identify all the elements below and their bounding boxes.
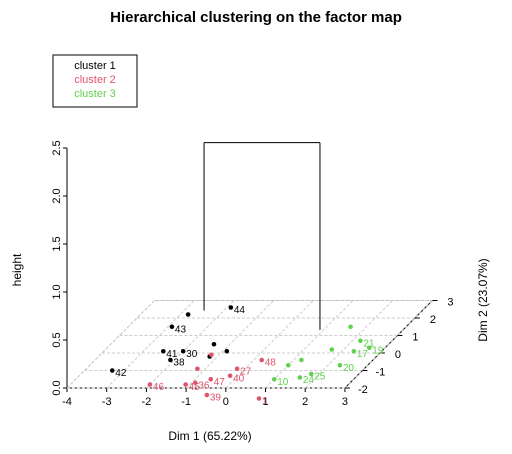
point-label: 36 bbox=[198, 380, 210, 391]
grid-line bbox=[304, 300, 394, 389]
point bbox=[285, 362, 291, 368]
y-tick-label: -1 bbox=[376, 366, 386, 378]
point-label: 1 bbox=[262, 396, 268, 407]
point bbox=[366, 345, 372, 351]
y-tick-label: 0 bbox=[395, 349, 401, 361]
point-label: 17 bbox=[357, 349, 369, 360]
point bbox=[329, 347, 335, 352]
point bbox=[169, 324, 175, 330]
point-label: 40 bbox=[233, 373, 245, 384]
legend-entry: cluster 2 bbox=[74, 74, 116, 86]
point-label: 44 bbox=[234, 305, 246, 316]
z-tick-label: 0.5 bbox=[51, 332, 63, 347]
point-label: 27 bbox=[240, 366, 252, 377]
x-tick-label: -2 bbox=[142, 396, 152, 408]
x-tick-label: -1 bbox=[181, 396, 191, 408]
point bbox=[271, 376, 277, 382]
point bbox=[195, 366, 200, 372]
x-tick-label: 1 bbox=[262, 396, 268, 408]
legend-box bbox=[52, 54, 138, 108]
x-tick-label: -4 bbox=[62, 396, 72, 408]
z-tick-label: 1.5 bbox=[51, 236, 63, 251]
point bbox=[183, 382, 188, 387]
point bbox=[299, 357, 304, 363]
point bbox=[256, 396, 262, 401]
point bbox=[147, 382, 153, 387]
point-label: 38 bbox=[173, 358, 185, 369]
point-label: 19 bbox=[372, 345, 384, 356]
point-label: 41 bbox=[166, 349, 178, 360]
x-tick-label: -3 bbox=[102, 396, 112, 408]
grid-line bbox=[185, 300, 274, 389]
point-label: 20 bbox=[343, 363, 355, 374]
point bbox=[209, 352, 214, 358]
point bbox=[337, 362, 343, 368]
legend-entry: cluster 1 bbox=[74, 60, 116, 72]
point bbox=[227, 373, 233, 379]
point-label: 21 bbox=[363, 338, 375, 349]
point bbox=[259, 357, 265, 363]
point-label: 47 bbox=[214, 377, 226, 388]
point bbox=[185, 312, 191, 317]
legend-entry: cluster 3 bbox=[74, 88, 116, 100]
y-axis-label: Dim 2 (23.07%) bbox=[476, 258, 490, 341]
point bbox=[348, 324, 353, 330]
grid-line bbox=[265, 300, 354, 389]
z-axis-label: height bbox=[10, 253, 24, 286]
z-tick-label: 1.0 bbox=[51, 284, 63, 299]
point-label: 43 bbox=[175, 324, 187, 335]
point bbox=[224, 348, 230, 354]
point bbox=[204, 392, 210, 398]
point-label: 42 bbox=[115, 368, 127, 379]
point bbox=[193, 380, 198, 386]
y-tick-label: 3 bbox=[447, 296, 453, 308]
point bbox=[228, 305, 234, 310]
point bbox=[168, 357, 173, 363]
z-tick-label: 2.0 bbox=[51, 188, 63, 203]
x-axis-label: Dim 1 (65.22%) bbox=[168, 429, 251, 443]
point bbox=[161, 348, 166, 354]
grid-line bbox=[106, 300, 195, 389]
point bbox=[351, 348, 357, 354]
point-label: 48 bbox=[265, 358, 277, 369]
grid-line bbox=[344, 300, 433, 389]
x-tick-label: 2 bbox=[302, 396, 308, 408]
point-label: 30 bbox=[186, 349, 198, 360]
point-label: 24 bbox=[303, 375, 315, 386]
y-tick-label: 1 bbox=[412, 331, 418, 343]
y-tick-label: -2 bbox=[358, 384, 368, 396]
point-label: 45 bbox=[189, 382, 201, 393]
point-label: 25 bbox=[314, 372, 326, 383]
z-tick-label: 2.5 bbox=[51, 140, 63, 155]
point bbox=[180, 348, 186, 354]
point bbox=[208, 376, 214, 382]
point-label: 46 bbox=[153, 382, 165, 393]
point bbox=[358, 338, 363, 344]
chart-title: Hierarchical clustering on the factor ma… bbox=[110, 9, 402, 26]
z-tick-label: 0.0 bbox=[51, 380, 63, 395]
point bbox=[109, 368, 115, 373]
grid-line bbox=[66, 300, 155, 389]
y-tick-label: 2 bbox=[430, 314, 436, 326]
point bbox=[211, 341, 217, 347]
point bbox=[297, 375, 303, 380]
grid-line bbox=[146, 300, 235, 389]
x-tick-label: 3 bbox=[342, 396, 348, 408]
x-tick-label: 0 bbox=[223, 396, 229, 408]
point-label: 10 bbox=[277, 377, 289, 388]
point-label: 39 bbox=[210, 393, 222, 404]
point bbox=[308, 371, 314, 377]
point bbox=[234, 366, 240, 372]
grid-line bbox=[225, 300, 314, 389]
